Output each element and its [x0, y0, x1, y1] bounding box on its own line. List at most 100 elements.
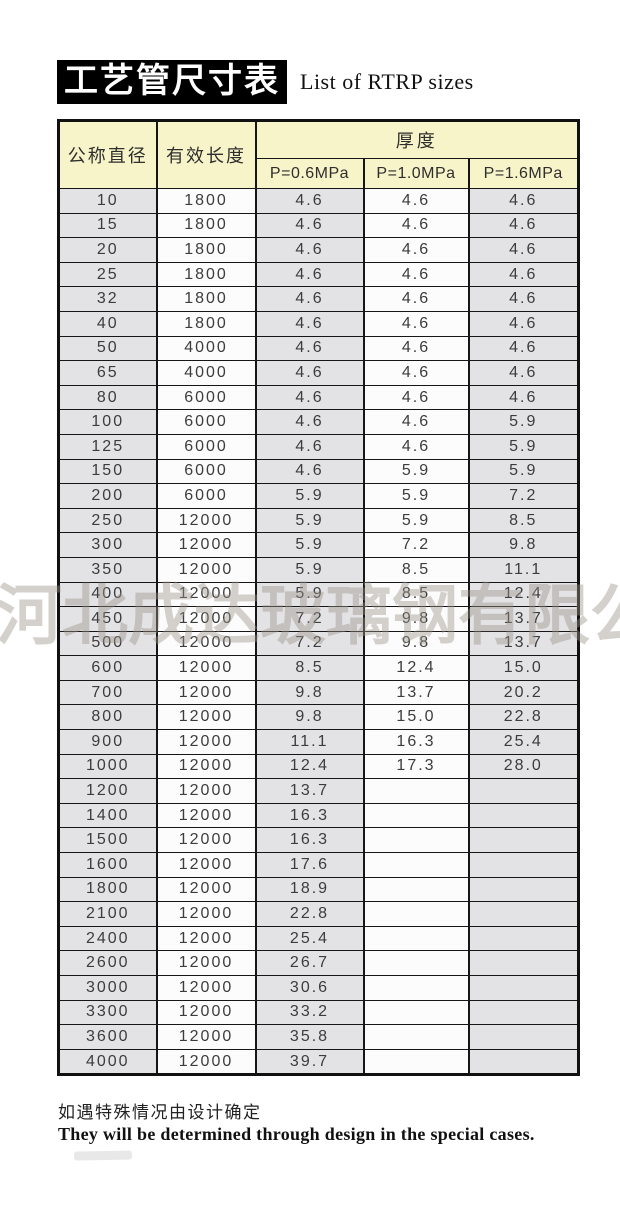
cell-diameter: 250: [57, 507, 158, 534]
cell-diameter: 65: [57, 360, 158, 386]
cell-p16: [467, 950, 580, 976]
cell-p06: 5.9: [254, 507, 365, 534]
cell-p16: 4.6: [467, 310, 580, 337]
cell-p06: 39.7: [254, 1048, 365, 1076]
cell-length: 12000: [155, 1024, 257, 1050]
cell-p10: 4.6: [362, 261, 470, 288]
cell-length: 1800: [155, 286, 257, 312]
table-body: 10 1800 4.6 4.6 4.6 15 1800 4.6 4.6 4.6 20 1800 4.6 4…: [57, 188, 580, 1076]
cell-p10: 8.5: [362, 556, 470, 583]
table-row: 50 4000 4.6 4.6 4.6: [57, 335, 580, 362]
cell-p10: [362, 975, 470, 1001]
table-row: 1500 12000 16.3: [57, 827, 580, 854]
table-row: 2400 12000 25.4: [57, 925, 580, 952]
rtrp-size-table: 公称直径 有效长度 厚度 P=0.6MPa P=1.0MPa P=1.6MPa …: [57, 119, 581, 1077]
cell-diameter: 500: [57, 630, 158, 657]
cell-diameter: 20: [57, 237, 158, 263]
cell-p16: 5.9: [467, 433, 580, 460]
table-row: 900 12000 11.1 16.3 25.4: [57, 729, 580, 755]
cell-p06: 4.6: [254, 188, 365, 214]
cell-p16: 11.1: [467, 556, 580, 583]
cell-p10: 4.6: [362, 409, 470, 435]
cell-p10: 4.6: [362, 188, 470, 214]
cell-p06: 13.7: [254, 778, 365, 804]
cell-p16: 12.4: [467, 581, 580, 608]
cell-diameter: 2100: [57, 901, 158, 927]
cell-p16: 7.2: [467, 483, 580, 509]
cell-p06: 22.8: [254, 901, 365, 927]
cell-diameter: 1400: [57, 802, 158, 829]
cell-diameter: 80: [57, 384, 158, 411]
cell-length: 12000: [155, 901, 257, 927]
cell-length: 12000: [155, 679, 257, 706]
cell-length: 1800: [155, 212, 257, 239]
cell-p16: [467, 802, 580, 829]
cell-p06: 8.5: [254, 655, 365, 681]
cell-length: 6000: [155, 433, 257, 460]
cell-p06: 18.9: [254, 876, 365, 903]
cell-p16: 4.6: [467, 212, 580, 239]
table-row: 500 12000 7.2 9.8 13.7: [57, 630, 580, 657]
table-row: 3300 12000 33.2: [57, 999, 580, 1026]
table-row: 250 12000 5.9 5.9 8.5: [57, 507, 580, 534]
cell-diameter: 400: [57, 581, 158, 608]
footnote-en: They will be determined through design i…: [58, 1124, 535, 1144]
cell-diameter: 125: [57, 433, 158, 460]
table-row: 10 1800 4.6 4.6 4.6: [57, 188, 580, 214]
cell-length: 12000: [155, 630, 257, 657]
cell-p16: 4.6: [467, 261, 580, 288]
cell-p10: 4.6: [362, 384, 470, 411]
cell-p16: 20.2: [467, 679, 580, 706]
cell-p06: 9.8: [254, 704, 365, 731]
header-row-main: 公称直径 有效长度 厚度: [57, 120, 580, 189]
cell-p06: 4.6: [254, 335, 365, 362]
cell-length: 12000: [155, 1048, 257, 1076]
cell-p16: 4.6: [467, 360, 580, 386]
cell-p06: 4.6: [254, 458, 365, 485]
cell-p16: 28.0: [467, 753, 580, 780]
cell-p10: 4.6: [362, 433, 470, 460]
cell-p10: 8.5: [362, 581, 470, 608]
cell-p06: 4.6: [254, 433, 365, 460]
cell-diameter: 900: [57, 729, 158, 755]
table-row: 400 12000 5.9 8.5 12.4: [57, 581, 580, 608]
cell-diameter: 10: [57, 188, 158, 214]
cell-length: 6000: [155, 409, 257, 435]
cell-length: 6000: [155, 458, 257, 485]
cell-p06: 5.9: [254, 556, 365, 583]
cell-diameter: 1800: [57, 876, 158, 903]
table-row: 300 12000 5.9 7.2 9.8: [57, 532, 580, 558]
cell-p10: 9.8: [362, 630, 470, 657]
cell-p10: 13.7: [362, 679, 470, 706]
cell-length: 12000: [155, 876, 257, 903]
cell-diameter: 3000: [57, 975, 158, 1001]
cell-p06: 4.6: [254, 237, 365, 263]
cell-diameter: 4000: [57, 1048, 158, 1076]
cell-p16: 5.9: [467, 409, 580, 435]
cell-p10: [362, 925, 470, 952]
cell-length: 12000: [155, 556, 257, 583]
cell-length: 12000: [155, 655, 257, 681]
cell-diameter: 1500: [57, 827, 158, 854]
cell-p10: 9.8: [362, 606, 470, 632]
cell-p10: 5.9: [362, 507, 470, 534]
cell-diameter: 800: [57, 704, 158, 731]
table-row: 32 1800 4.6 4.6 4.6: [57, 286, 580, 312]
cell-length: 12000: [155, 507, 257, 534]
cell-diameter: 100: [57, 409, 158, 435]
cell-diameter: 1200: [57, 778, 158, 804]
cell-diameter: 25: [57, 261, 158, 288]
cell-p06: 7.2: [254, 606, 365, 632]
cell-p16: 4.6: [467, 188, 580, 214]
cell-diameter: 2400: [57, 925, 158, 952]
cell-length: 12000: [155, 827, 257, 854]
cell-diameter: 1600: [57, 852, 158, 878]
table-row: 65 4000 4.6 4.6 4.6: [57, 360, 580, 386]
table-row: 25 1800 4.6 4.6 4.6: [57, 261, 580, 288]
cell-p16: [467, 999, 580, 1026]
title-row: 工艺管尺寸表 List of RTRP sizes: [57, 60, 474, 104]
cell-length: 12000: [155, 778, 257, 804]
cell-length: 4000: [155, 360, 257, 386]
cell-p10: 7.2: [362, 532, 470, 558]
cell-diameter: 200: [57, 483, 158, 509]
